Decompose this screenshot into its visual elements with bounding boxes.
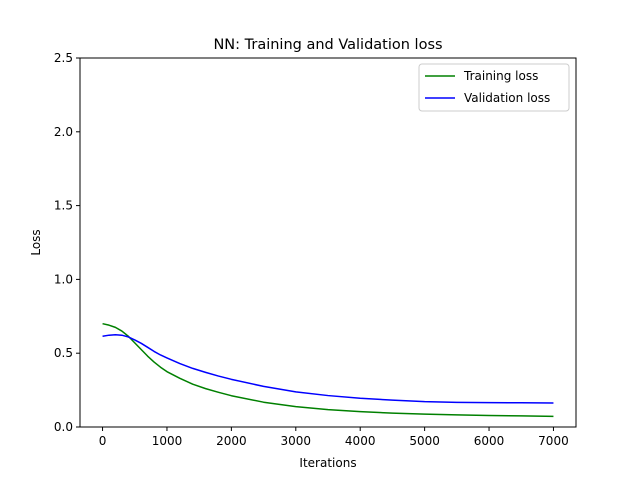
series-line-2 bbox=[102, 334, 554, 404]
legend-label-1: Training loss bbox=[463, 69, 538, 83]
x-tick-label: 2000 bbox=[216, 434, 247, 448]
y-tick-label: 2.0 bbox=[54, 125, 73, 139]
y-tick-label: 2.5 bbox=[54, 51, 73, 65]
plot-frame bbox=[79, 57, 577, 428]
x-tick-label: 0 bbox=[99, 434, 107, 448]
x-tick-label: 7000 bbox=[538, 434, 569, 448]
y-tick-label: 0.5 bbox=[54, 346, 73, 360]
x-tick-label: 4000 bbox=[345, 434, 376, 448]
legend-label-2: Validation loss bbox=[464, 91, 550, 105]
series-layer bbox=[102, 322, 554, 418]
x-tick-label: 5000 bbox=[409, 434, 440, 448]
legend-box bbox=[418, 63, 570, 112]
x-axis: 0 1000 2000 3000 4000 5000 6000 7000 bbox=[99, 427, 569, 448]
chart-title: NN: Training and Validation loss bbox=[213, 37, 442, 53]
y-tick-label: 1.5 bbox=[54, 199, 73, 213]
x-tick-label: 3000 bbox=[281, 434, 312, 448]
x-tick-label: 6000 bbox=[474, 434, 505, 448]
legend: Training loss Validation loss bbox=[418, 63, 570, 112]
x-tick-label: 1000 bbox=[152, 434, 183, 448]
y-axis: 0.0 0.5 1.0 1.5 2.0 2.5 bbox=[54, 51, 80, 434]
x-axis-label: Iterations bbox=[299, 456, 356, 470]
y-tick-label: 1.0 bbox=[54, 272, 73, 286]
y-axis-label: Loss bbox=[29, 229, 43, 255]
y-tick-label: 0.0 bbox=[54, 420, 73, 434]
